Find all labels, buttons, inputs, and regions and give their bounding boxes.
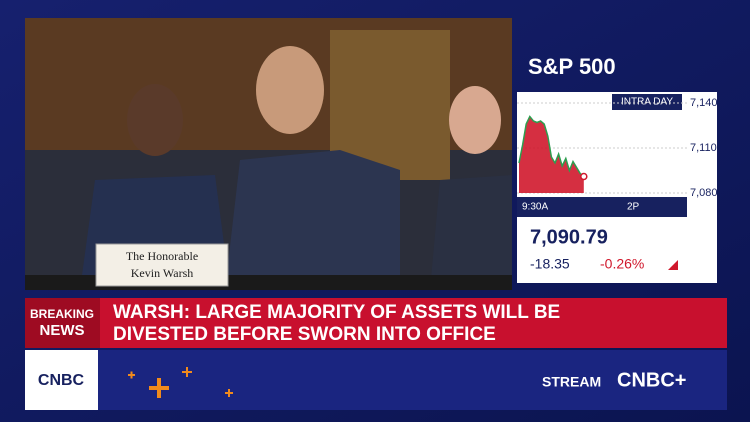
footer-bar [25,350,727,410]
headline-line: DIVESTED BEFORE SWORN INTO OFFICE [113,324,496,345]
price: 7,090.79 [530,226,608,248]
chart: 7,140 7,110 7,080 9:30A 2P [517,97,718,213]
headline-line: WARSH: LARGE MAJORITY OF ASSETS WILL BE [113,302,560,323]
logo: CNBC [38,372,85,389]
x-tick-label: 9:30A [522,202,548,213]
area [519,116,584,193]
logo-box [25,350,98,410]
change-pct: -0.26% [600,256,644,272]
line [518,115,585,178]
brand: CNBC+ [617,369,686,391]
decoration [128,367,233,398]
down-arrow [668,260,678,270]
placard-line: Kevin Warsh [131,266,193,280]
stream: STREAM [542,374,601,390]
change: -18.35 [530,256,570,272]
y-tick-label: 7,140 [690,97,718,109]
video: The Honorable Kevin Warsh [25,18,512,290]
x-axis-bar [517,197,687,217]
headline-bar [25,298,727,348]
breaking-label: BREAKING [30,307,94,321]
last-point [580,172,588,181]
breaking-label: NEWS [40,322,85,339]
y-tick-label: 7,080 [690,187,718,199]
y-tick-label: 7,110 [690,142,717,154]
badge-text: INTRA DAY [621,97,673,108]
ticker-title: S&P 500 [528,54,616,79]
x-tick-label: 2P [627,202,640,213]
breaking-box [25,298,100,348]
badge [612,94,682,110]
placard-line: The Honorable [126,249,198,263]
